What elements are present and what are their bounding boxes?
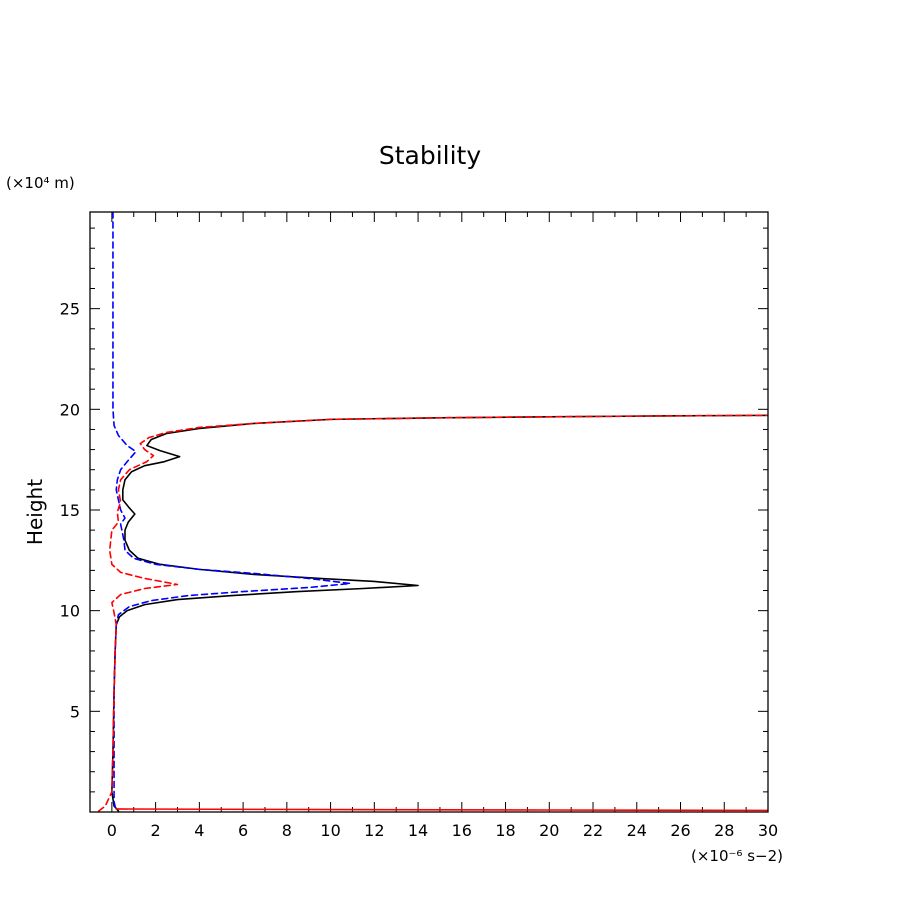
x-tick-label: 26 bbox=[670, 821, 690, 840]
axis-ticks bbox=[89, 212, 769, 812]
x-tick-label: 6 bbox=[238, 821, 248, 840]
x-unit-label: (×10⁻⁶ s−2) bbox=[691, 847, 783, 865]
x-tick-label: 8 bbox=[282, 821, 292, 840]
x-tick-label: 24 bbox=[627, 821, 647, 840]
plot-frame bbox=[89, 211, 769, 813]
y-tick-label: 15 bbox=[60, 501, 80, 520]
x-tick-label: 30 bbox=[758, 821, 778, 840]
x-tick-label: 28 bbox=[714, 821, 734, 840]
x-tick-label: 22 bbox=[583, 821, 603, 840]
x-tick-label: 18 bbox=[495, 821, 515, 840]
y-tick-label: 20 bbox=[60, 400, 80, 419]
x-tick-label: 10 bbox=[320, 821, 340, 840]
x-tick-label: 14 bbox=[408, 821, 428, 840]
chart-title: Stability bbox=[379, 141, 482, 170]
series-line-4 bbox=[115, 808, 768, 812]
x-tick-label: 16 bbox=[452, 821, 472, 840]
x-tick-label: 20 bbox=[539, 821, 559, 840]
series-line-3 bbox=[97, 414, 768, 812]
x-tick-label: 0 bbox=[107, 821, 117, 840]
series-layer bbox=[97, 212, 768, 812]
series-line-1 bbox=[111, 414, 768, 812]
x-tick-label: 12 bbox=[364, 821, 384, 840]
y-unit-label: (×10⁴ m) bbox=[6, 174, 75, 192]
series-line-2 bbox=[112, 212, 352, 812]
y-tick-label: 25 bbox=[60, 300, 80, 319]
y-tick-label: 10 bbox=[60, 602, 80, 621]
x-tick-label: 4 bbox=[194, 821, 204, 840]
y-tick-label: 5 bbox=[70, 702, 80, 721]
y-axis-label: Height bbox=[23, 479, 47, 545]
x-tick-label: 2 bbox=[151, 821, 161, 840]
